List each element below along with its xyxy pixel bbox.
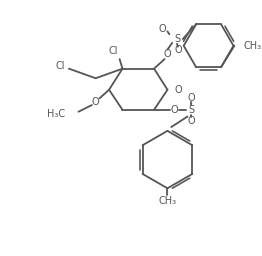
Text: O: O: [164, 49, 171, 59]
Text: S: S: [174, 34, 180, 44]
Text: O: O: [92, 97, 100, 107]
Text: O: O: [174, 85, 182, 95]
Text: O: O: [159, 24, 166, 35]
Text: O: O: [188, 116, 195, 126]
Text: H₃C: H₃C: [47, 109, 65, 119]
Text: O: O: [188, 93, 195, 103]
Text: S: S: [188, 105, 194, 115]
Text: CH₃: CH₃: [159, 196, 177, 206]
Text: Cl: Cl: [56, 61, 65, 71]
Text: O: O: [174, 46, 182, 56]
Text: O: O: [170, 105, 178, 115]
Text: CH₃: CH₃: [243, 41, 261, 51]
Text: Cl: Cl: [108, 46, 118, 57]
